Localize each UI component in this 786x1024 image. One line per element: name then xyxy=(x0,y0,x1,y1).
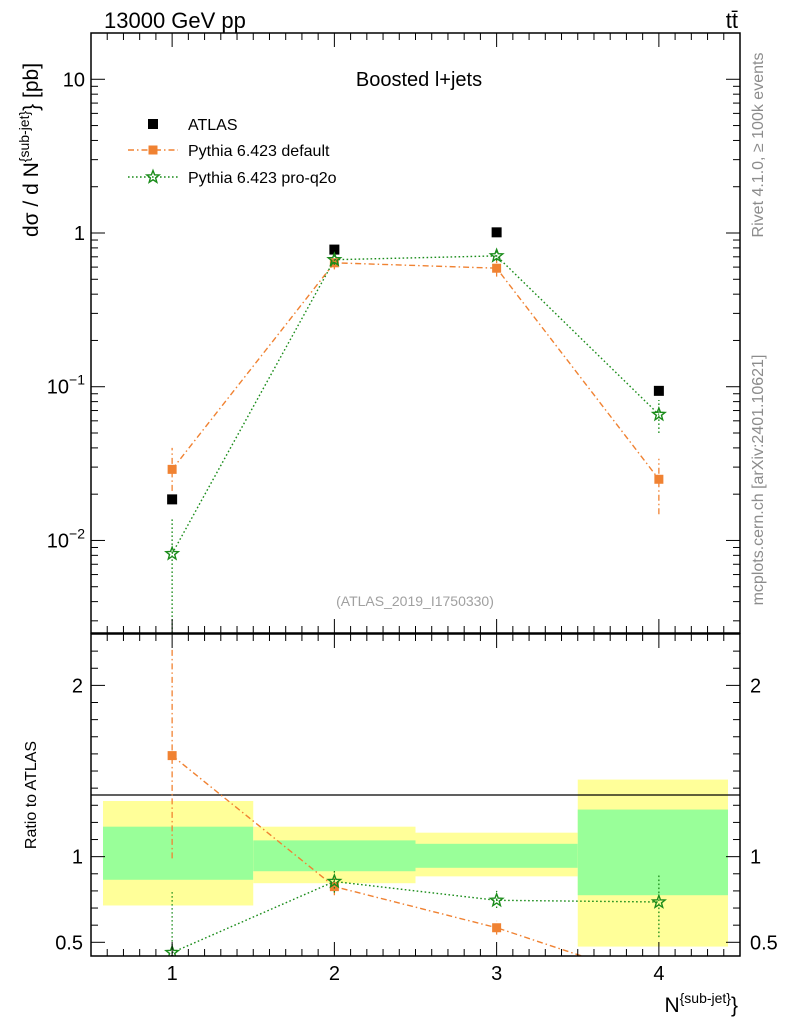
legend-pythia_proq2o-label: Pythia 6.423 pro-q2o xyxy=(188,170,337,187)
ratio-band-inner xyxy=(415,843,578,868)
main-y-tick-label-exp: −1 xyxy=(69,372,85,388)
main-pythia_default-point xyxy=(492,263,502,273)
ratio-pythia_proq2o-point xyxy=(650,893,667,909)
ratio-y-tick-label-left: 0.5 xyxy=(55,932,83,954)
legend: ATLAS Pythia 6.423 default Pythia 6.423 pr… xyxy=(128,117,337,187)
main-pythia_proq2o-point xyxy=(326,251,343,267)
ratio-panel: 2 2 1 1 0.5 0.5 1 2 3 4 Ratio to ATLAS N{sub-jet}… xyxy=(23,633,778,1017)
ratio-band-inner xyxy=(253,840,416,872)
main-atlas-point xyxy=(329,244,340,255)
ratio-pythia_default-point xyxy=(492,923,502,933)
ratio-pythia_proq2o-line xyxy=(171,880,659,954)
legend-pythia_default-marker xyxy=(148,145,158,155)
main-atlas-point xyxy=(167,494,178,505)
ratio-band-inner xyxy=(577,809,728,896)
legend-pythia_proq2o-marker xyxy=(144,168,162,184)
ratio-x-tick-label: 2 xyxy=(329,963,340,985)
ratio-x-tick-label: 3 xyxy=(491,963,502,985)
main-pythia_proq2o-point xyxy=(650,405,667,422)
ratio-y-label: Ratio to ATLAS xyxy=(23,741,40,849)
main-y-tick-label: 10−2 xyxy=(47,525,85,552)
energy-label: 13000 GeV pp xyxy=(104,8,246,33)
process-label: tt̄ xyxy=(726,8,738,33)
main-y-tick-label-base: 10 xyxy=(47,377,69,399)
ratio-pythia_default-point xyxy=(329,882,339,892)
analysis-id: (ATLAS_2019_I1750330) xyxy=(336,593,494,609)
main-y-tick-label: 10 xyxy=(63,69,85,91)
ratio-pythia_proq2o-point xyxy=(488,891,505,908)
main-pythia_default-line xyxy=(171,262,660,480)
legend-pythia_default-label: Pythia 6.423 default xyxy=(188,143,330,160)
main-pythia_proq2o-point xyxy=(488,247,505,263)
ratio-y-tick-label-left: 2 xyxy=(72,675,83,697)
rivet-label: Rivet 4.1.0, ≥ 100k events xyxy=(750,53,767,238)
mcplots-label: mcplots.cern.ch [arXiv:2401.10621] xyxy=(750,355,767,606)
main-y-tick-label: 1 xyxy=(74,223,85,245)
main-y-tick-label-base: 10 xyxy=(63,69,85,91)
main-pythia_default-point xyxy=(167,464,177,474)
chart-title: Boosted l+jets xyxy=(356,69,482,91)
main-pythia_proq2o-line xyxy=(171,255,660,555)
main-y-tick-label-base: 10 xyxy=(47,530,69,552)
ratio-y-tick-label-left: 1 xyxy=(72,847,83,869)
main-atlas-point xyxy=(653,385,664,396)
main-atlas-point xyxy=(491,227,502,238)
ratio-x-tick-label: 4 xyxy=(653,963,664,985)
main-pythia_default-point xyxy=(654,474,664,484)
main-y-tick-label-exp: −2 xyxy=(69,525,85,541)
x-axis-label: N{sub-jet}} xyxy=(664,990,738,1017)
main-y-tick-label-base: 1 xyxy=(74,223,85,245)
main-pythia_proq2o-point xyxy=(164,545,181,561)
y-axis-label: dσ / d N{sub-jet}} [pb] xyxy=(16,63,43,237)
ratio-band-inner xyxy=(103,826,254,880)
ratio-pythia_proq2o-point xyxy=(326,872,343,889)
ratio-pythia_default-point xyxy=(167,751,177,761)
legend-atlas-marker xyxy=(148,119,158,129)
legend-atlas-label: ATLAS xyxy=(188,117,238,134)
main-y-tick-label: 10−1 xyxy=(47,372,85,399)
ratio-x-tick-label: 1 xyxy=(167,963,178,985)
ratio-y-tick-label-right: 2 xyxy=(750,675,761,697)
ratio-y-tick-label-right: 0.5 xyxy=(750,932,778,954)
ratio-y-tick-label-right: 1 xyxy=(750,847,761,869)
